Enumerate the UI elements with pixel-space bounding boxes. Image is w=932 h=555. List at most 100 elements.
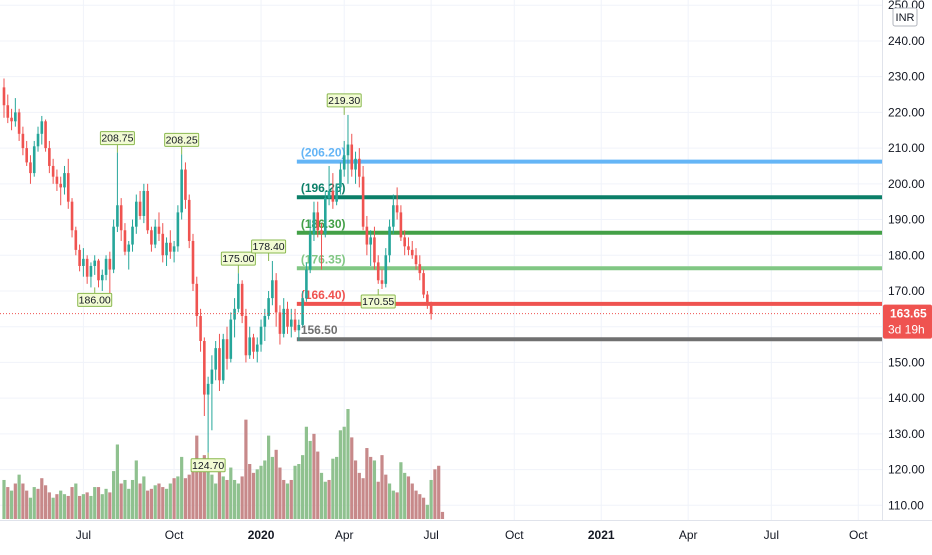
candle[interactable] — [187, 194, 191, 249]
candle[interactable] — [51, 158, 55, 184]
candle[interactable] — [85, 255, 89, 284]
candle[interactable] — [142, 183, 146, 224]
candle[interactable] — [119, 198, 123, 241]
candle[interactable] — [293, 308, 297, 333]
currency-label[interactable]: INR — [892, 7, 918, 27]
candle[interactable] — [191, 233, 195, 291]
candle[interactable] — [203, 337, 206, 416]
candle[interactable] — [138, 190, 142, 220]
candle[interactable] — [301, 290, 304, 327]
candle[interactable] — [48, 140, 51, 174]
candle[interactable] — [346, 114, 350, 184]
candle[interactable] — [267, 290, 270, 320]
candle[interactable] — [180, 154, 183, 220]
candle[interactable] — [426, 290, 429, 309]
candle[interactable] — [407, 237, 410, 256]
candle[interactable] — [324, 190, 327, 238]
candle[interactable] — [263, 308, 267, 341]
candle[interactable] — [112, 219, 115, 274]
candle[interactable] — [32, 140, 36, 177]
candle[interactable] — [36, 126, 40, 152]
candle[interactable] — [358, 148, 361, 188]
candle[interactable] — [74, 226, 78, 256]
candle[interactable] — [422, 269, 425, 299]
candle[interactable] — [233, 298, 236, 338]
candle[interactable] — [21, 126, 25, 156]
candle[interactable] — [380, 269, 384, 290]
candle[interactable] — [248, 326, 251, 359]
candle[interactable] — [384, 248, 388, 288]
candle[interactable] — [78, 244, 81, 272]
candle[interactable] — [184, 162, 187, 209]
candle[interactable] — [388, 219, 391, 263]
candle[interactable] — [237, 273, 240, 313]
candle[interactable] — [252, 333, 255, 359]
candle[interactable] — [70, 198, 74, 238]
candle[interactable] — [365, 215, 369, 256]
candle[interactable] — [342, 140, 346, 177]
candle[interactable] — [278, 305, 282, 345]
candle[interactable] — [40, 115, 44, 145]
candle[interactable] — [373, 226, 376, 270]
candle[interactable] — [320, 223, 323, 270]
candle[interactable] — [286, 301, 289, 334]
candle[interactable] — [59, 176, 62, 206]
candle[interactable] — [127, 240, 131, 270]
candle[interactable] — [116, 152, 119, 233]
horizontal-levels[interactable]: (206.20) (196.25) (186.30) (176.35) (166.40)… — [296, 146, 882, 342]
candle[interactable] — [150, 226, 153, 252]
candle[interactable] — [331, 173, 335, 209]
candle[interactable] — [25, 140, 28, 166]
candle[interactable] — [392, 194, 395, 234]
candle[interactable] — [10, 108, 13, 131]
candle[interactable] — [14, 98, 17, 127]
candle[interactable] — [274, 273, 278, 327]
candle[interactable] — [82, 248, 85, 277]
candle[interactable] — [403, 230, 406, 256]
candle[interactable] — [354, 151, 357, 184]
candle[interactable] — [55, 169, 59, 191]
candle[interactable] — [214, 340, 217, 381]
candle[interactable] — [221, 333, 225, 384]
candle[interactable] — [395, 187, 399, 220]
candle[interactable] — [410, 240, 414, 259]
candle[interactable] — [369, 230, 372, 266]
candle[interactable] — [361, 165, 365, 231]
candle[interactable] — [218, 333, 221, 391]
candle[interactable] — [93, 255, 97, 275]
candle[interactable] — [165, 237, 168, 266]
price-axis[interactable]: 110.00120.00130.00140.00150.00160.00170.… — [882, 0, 926, 520]
candle[interactable] — [240, 280, 244, 324]
candle[interactable] — [316, 201, 320, 238]
candle[interactable] — [172, 240, 176, 263]
candle[interactable] — [17, 108, 21, 141]
candle[interactable] — [63, 165, 66, 195]
candle[interactable] — [305, 262, 308, 302]
candle[interactable] — [161, 223, 165, 263]
candle[interactable] — [429, 301, 433, 320]
candle[interactable] — [335, 183, 338, 206]
candle[interactable] — [206, 376, 210, 453]
candle[interactable] — [255, 337, 259, 363]
candle[interactable] — [271, 260, 274, 306]
candle[interactable] — [289, 308, 293, 338]
candle[interactable] — [97, 258, 100, 288]
candle[interactable] — [104, 255, 108, 281]
candle[interactable] — [176, 205, 180, 252]
candle[interactable] — [195, 276, 199, 327]
candle[interactable] — [135, 194, 138, 234]
candle[interactable] — [44, 119, 47, 152]
candle[interactable] — [414, 248, 418, 270]
candle[interactable] — [418, 255, 422, 281]
candle[interactable] — [229, 312, 233, 363]
candle[interactable] — [282, 298, 286, 338]
candle[interactable] — [339, 162, 342, 195]
candle[interactable] — [131, 219, 134, 252]
candle[interactable] — [259, 319, 263, 352]
candle[interactable] — [308, 219, 312, 274]
candle[interactable] — [6, 94, 10, 124]
candlestick-series[interactable] — [2, 78, 433, 453]
candle[interactable] — [157, 212, 161, 241]
candle[interactable] — [199, 308, 202, 352]
